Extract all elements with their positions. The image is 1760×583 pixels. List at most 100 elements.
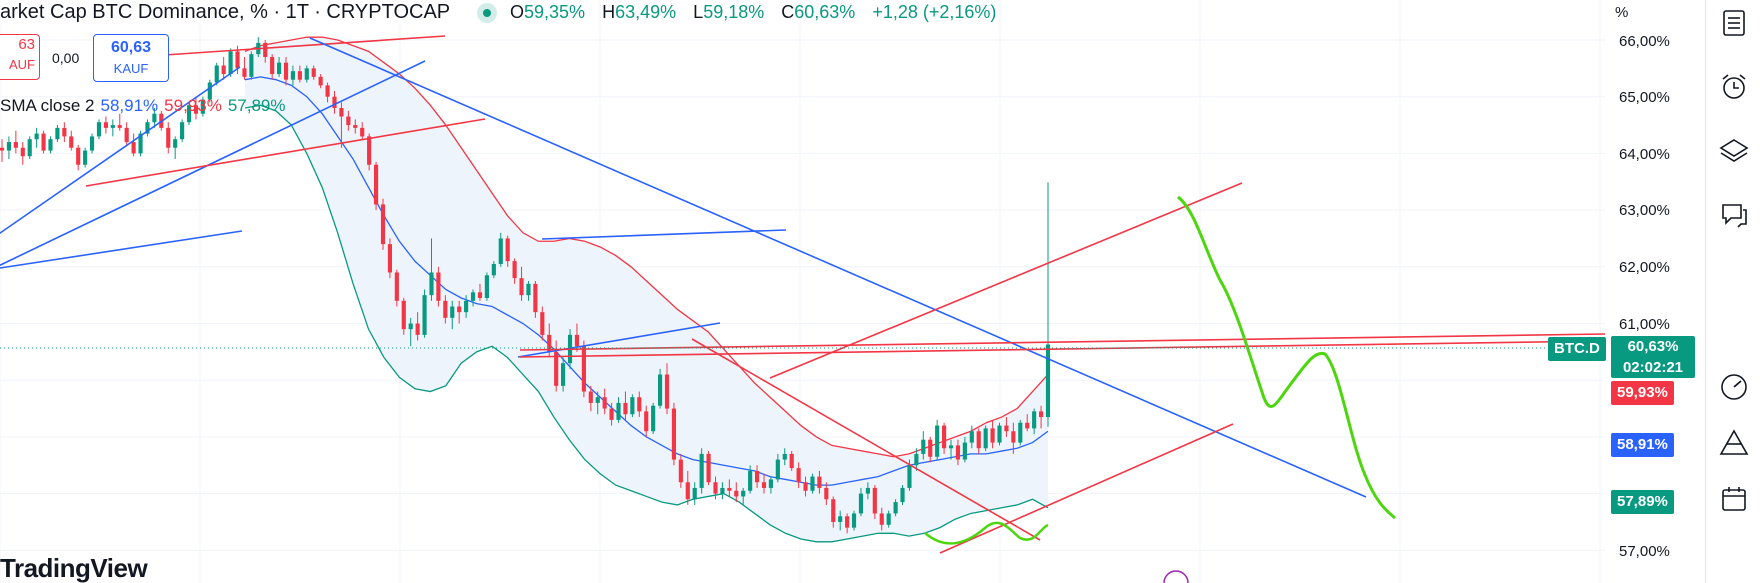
price-axis[interactable]: 66,00% 65,00% 64,00% 63,00% 62,00% 61,00…: [1605, 0, 1705, 583]
alarm-clock-icon[interactable]: [1719, 72, 1749, 102]
buy-button[interactable]: 60,63 KAUF: [93, 34, 169, 82]
candle-body: [0, 147, 5, 151]
candle-body: [477, 292, 483, 298]
candle-body: [27, 139, 32, 157]
candle-body: [678, 459, 683, 483]
layers-icon[interactable]: [1719, 136, 1749, 166]
indicator-legend[interactable]: SMA close 2 58,91% 59,93% 57,89%: [0, 96, 286, 116]
candle-body: [644, 411, 649, 432]
candle: [173, 136, 178, 160]
candle-body: [505, 238, 510, 262]
candle-body: [817, 476, 822, 488]
candle-body: [699, 453, 704, 488]
candle: [145, 119, 150, 137]
candle-body: [235, 51, 240, 69]
list-icon[interactable]: [1719, 8, 1749, 38]
candle-body: [103, 122, 108, 128]
candle: [817, 470, 822, 494]
candle-body: [1018, 422, 1023, 443]
green-underline-drawing: [924, 521, 1049, 545]
candle-body: [754, 470, 760, 483]
candle-body: [851, 513, 857, 528]
candle: [55, 125, 60, 143]
candle: [1032, 408, 1037, 435]
candle-body: [540, 312, 545, 335]
candle: [831, 496, 836, 528]
candle: [304, 65, 309, 83]
candle: [124, 122, 129, 145]
candle-body: [304, 68, 309, 80]
candle-body: [748, 470, 753, 491]
candle-body: [270, 57, 275, 75]
chat-icon[interactable]: [1719, 200, 1749, 230]
candle: [928, 436, 933, 463]
candle-body: [983, 428, 988, 449]
candle-body: [83, 150, 88, 165]
candle: [491, 261, 496, 279]
candle: [865, 482, 870, 500]
candle: [713, 476, 718, 500]
price-chart[interactable]: [0, 0, 1605, 583]
candle: [387, 238, 392, 279]
chart-area[interactable]: arket Cap BTC Dominance, % · 1T · CRYPTO…: [0, 0, 1605, 583]
candle: [1045, 182, 1051, 427]
ohlc-change: +1,28 (+2,16%): [872, 2, 997, 22]
candle-body: [214, 65, 219, 83]
candle-body: [152, 113, 157, 123]
candle-body: [186, 105, 192, 123]
candle-body: [415, 323, 420, 335]
trendline-red: [519, 340, 1605, 358]
sell-button[interactable]: 63 AUF: [0, 34, 40, 80]
candle: [263, 40, 268, 63]
candle-body: [1032, 411, 1037, 429]
candle: [810, 473, 815, 494]
candle: [339, 102, 344, 148]
candle-body: [955, 445, 961, 460]
trendline-blue: [0, 230, 243, 269]
market-status-dot[interactable]: [477, 3, 497, 23]
ohlc-close-label: C: [781, 2, 795, 22]
candle: [422, 289, 427, 338]
candle: [955, 439, 961, 466]
candle-body: [824, 487, 829, 500]
trendline-red: [939, 423, 1234, 554]
calendar-icon[interactable]: [1719, 484, 1749, 514]
pyramid-icon[interactable]: [1719, 428, 1749, 458]
candle: [318, 74, 323, 89]
candle: [664, 363, 670, 415]
ohlc-low-label: L: [693, 2, 704, 22]
candle-body: [450, 306, 455, 318]
candle: [1011, 422, 1016, 454]
candle-body: [734, 490, 739, 497]
candle-body: [609, 408, 614, 420]
candle: [20, 142, 25, 165]
candle-body: [380, 204, 386, 245]
candle: [6, 136, 12, 160]
candle-body: [48, 139, 53, 151]
indicator-value-red: 59,93%: [164, 96, 222, 115]
bollinger-band-fill: [245, 37, 1048, 542]
candle-body: [581, 346, 586, 392]
candle: [27, 136, 32, 160]
candle: [948, 439, 954, 460]
candle-body: [602, 397, 607, 409]
candle: [734, 482, 739, 503]
candle-body: [671, 408, 677, 460]
ohlc-open: 59,35%: [524, 2, 586, 22]
candle: [311, 65, 316, 80]
bar-countdown: 02:02:21: [1622, 359, 1684, 376]
candle: [637, 391, 642, 418]
candle: [969, 425, 974, 449]
candle-body: [865, 487, 870, 494]
sma-middle-tag: 58,91%: [1611, 433, 1674, 457]
candle: [221, 57, 226, 80]
candle: [761, 473, 767, 494]
candle-body: [658, 374, 663, 406]
candle-body: [311, 68, 316, 77]
candle-body: [886, 513, 891, 525]
candle-body: [713, 482, 718, 494]
candle-body: [616, 402, 621, 420]
ohlc-readout: O59,35% H63,49% L59,18% C60,63% +1,28 (+…: [510, 2, 996, 23]
gauge-icon[interactable]: [1719, 372, 1749, 402]
candle: [685, 470, 690, 505]
